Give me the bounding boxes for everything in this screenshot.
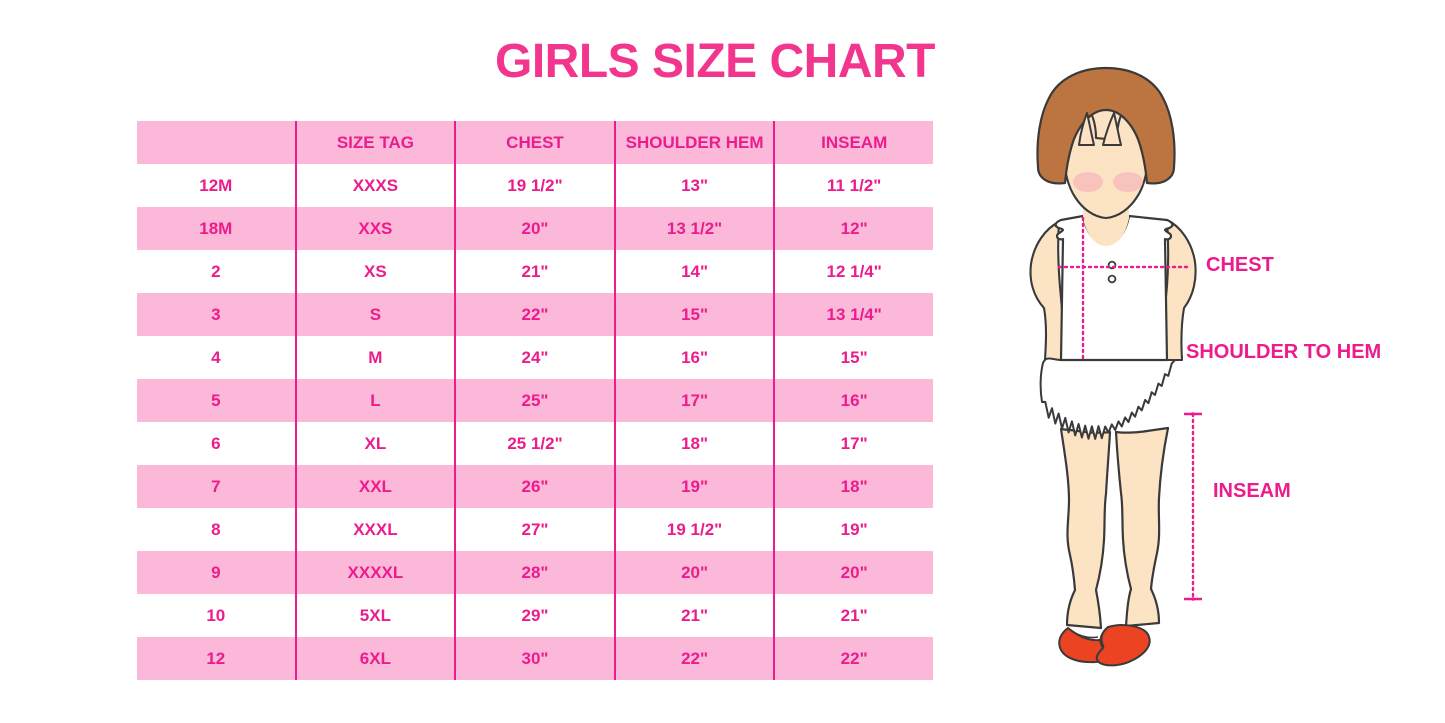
svg-text:SHOULDER TO HEM: SHOULDER TO HEM xyxy=(1186,341,1381,363)
svg-text:CHEST: CHEST xyxy=(1206,254,1274,276)
svg-text:INSEAM: INSEAM xyxy=(1213,480,1291,502)
